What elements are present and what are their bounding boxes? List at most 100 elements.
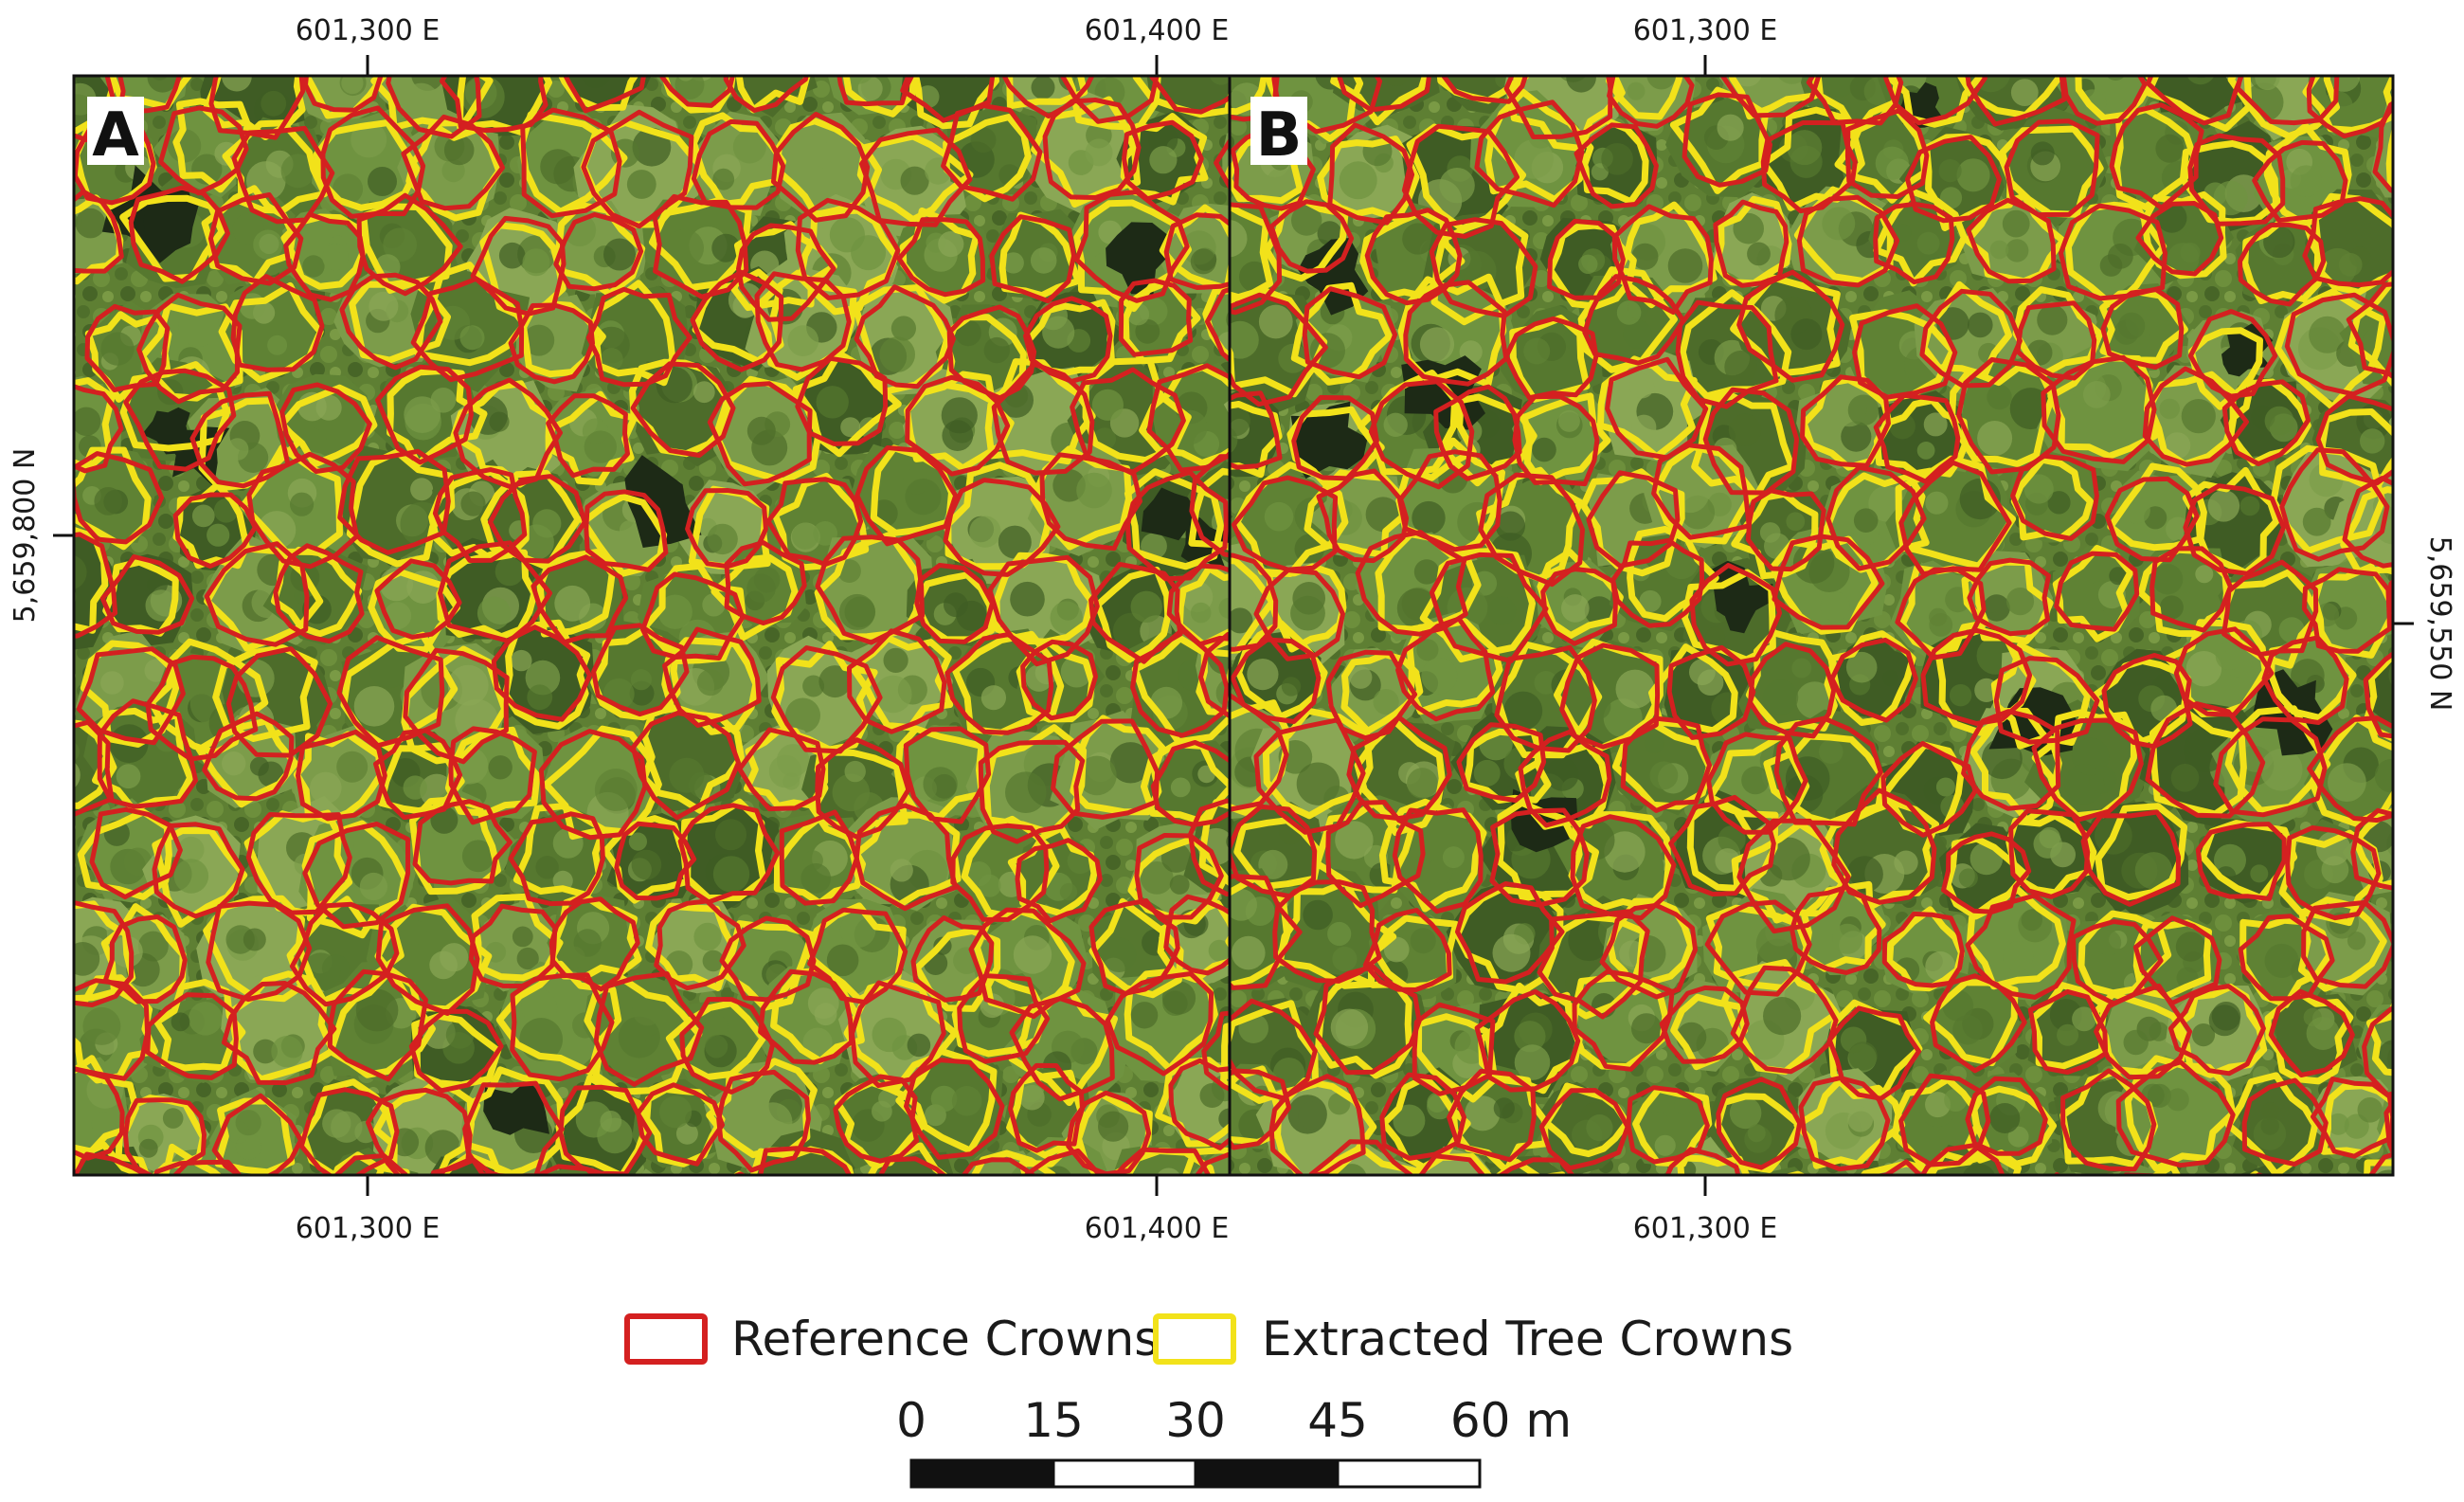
panel-b-crown-texture (1644, 733, 1664, 754)
panel-a-reference-crown (795, 355, 889, 446)
panel-a-crown-texture (178, 305, 220, 347)
panel-a-reference-crown (987, 554, 1100, 667)
panel-b-reference-crown (1748, 642, 1837, 739)
panel-b-crown-texture (2250, 864, 2269, 883)
panel-a-crown-texture (82, 1006, 121, 1045)
panel-b-reference-crown (1395, 616, 1496, 722)
panel-a-crown-texture (982, 1184, 1010, 1211)
panel-a-crown-texture (791, 522, 819, 550)
panel-a-crown-texture (447, 664, 489, 706)
panel-b-extracted-crown (2311, 192, 2393, 296)
panel-b-extracted-crown (1493, 641, 1603, 759)
panel-a-extracted-crown (377, 742, 465, 815)
panel-b-reference-crown (1221, 1184, 1310, 1271)
panel-b-extracted-crown (1576, 117, 1649, 206)
panel-b-reference-crown (1441, 76, 1528, 104)
panel-b-reference-crown (2383, 1098, 2393, 1159)
panel-b-crown-texture (2408, 396, 2440, 428)
panel-b-reference-crown (2221, 559, 2319, 658)
panel-b-reference-crown (2173, 626, 2275, 717)
panel-b-crown-texture (1674, 1095, 1693, 1115)
panel-b-crown-texture (1958, 868, 1978, 888)
panel-a-crown-texture (75, 208, 106, 239)
panel-a-extracted-crown (428, 468, 530, 562)
panel-a-extracted-crown (313, 119, 421, 211)
panel-a-reference-crown (462, 1080, 565, 1175)
panel-b-crown-texture (1795, 681, 1834, 719)
panel-b-extracted-crown (2320, 1082, 2393, 1157)
panel-b-crown-texture (2038, 1202, 2059, 1222)
panel-b-extracted-crown (2445, 810, 2464, 897)
panel-a-extracted-crown (692, 268, 784, 365)
panel-a-crown-texture (628, 1196, 656, 1223)
panel-a-crown-texture (872, 1017, 907, 1053)
panel-b-crown-texture (2283, 1225, 2311, 1253)
panel-a-reference-crown (1166, 563, 1230, 647)
panel-b-reference-crown (1881, 911, 1965, 988)
panel-b-crown-texture (2406, 410, 2433, 437)
panel-a-crown-texture (359, 872, 387, 901)
panel-a-reference-crown (716, 1069, 811, 1173)
panel-a-reference-crown (189, 390, 291, 489)
panel-a-crown-texture (74, 555, 87, 589)
panel-b-crown-texture (1968, 312, 1993, 338)
panel-b-crown-texture (2338, 253, 2363, 277)
panel-b-reference-crown (2342, 476, 2393, 569)
panel-b-reference-crown (2252, 1172, 2268, 1175)
panel-a-canopy-gap (483, 1079, 549, 1135)
panel-a-extracted-crown (1075, 1090, 1153, 1175)
panel-a-crown-texture (280, 154, 315, 189)
panel-a-crown-texture (290, 492, 315, 516)
panel-b-extracted-crown (1648, 643, 1738, 734)
panel-b-crown-texture (2311, 1216, 2335, 1240)
panel-a-reference-crown (1105, 971, 1214, 1077)
panel-a-crown-texture (77, 1182, 106, 1211)
panel-a-reference-crown (1201, 1010, 1230, 1093)
panel-a-reference-crown (771, 112, 871, 223)
panel-a-crown-texture (805, 1183, 828, 1205)
panel-b-extracted-crown (2227, 76, 2340, 140)
panel-a-crown-texture (567, 1225, 593, 1251)
panel-b-reference-crown (1355, 530, 1468, 637)
panel-b-crown-texture (1545, 757, 1579, 791)
panel-b-reference-crown (1537, 909, 1650, 1020)
panel-a-reference-crown (779, 809, 859, 906)
panel-b-extracted-crown (1436, 76, 1521, 104)
panel-a-reference-crown (854, 284, 956, 389)
panel-a-crown-texture (632, 995, 663, 1026)
panel-b-reference-crown (1253, 717, 1366, 835)
panel-a-crown-texture (460, 491, 486, 516)
panel-a-reference-crown (1300, 1170, 1394, 1256)
panel-b-reference-crown (2451, 1183, 2464, 1278)
panel-b-crown-texture (2030, 141, 2055, 166)
panel-b-reference-crown (1230, 693, 1289, 812)
panel-b-crown-texture (1557, 409, 1580, 432)
panel-b-crown-texture (2291, 659, 2325, 693)
panel-a-crown-texture (302, 255, 325, 278)
panel-a-crown-texture (938, 231, 964, 258)
panel-a-crown-texture (823, 136, 853, 165)
panel-a-extracted-crown (849, 634, 954, 732)
panel-b-crown-texture (2420, 77, 2455, 111)
panel-b-reference-crown (2149, 546, 2233, 633)
panel-b-crown-texture (2443, 251, 2464, 291)
panel-a-reference-crown (145, 992, 239, 1080)
panel-b-crown-texture (2003, 941, 2034, 972)
panel-a-crown-texture (512, 926, 533, 948)
panel-a-crown-texture (1218, 1108, 1230, 1131)
panel-b-reference-crown (1826, 1005, 1921, 1101)
panel-b-crown-texture (1230, 607, 1253, 634)
panel-b-crown-texture (1649, 761, 1679, 790)
panel-b-extracted-crown (1397, 273, 1507, 388)
panel-b-reference-crown (1800, 374, 1891, 468)
panel-a-crown-texture (712, 168, 735, 190)
panel-a-reference-crown (273, 543, 365, 644)
panel-b-reference-crown (1772, 534, 1885, 630)
panel-b-reference-crown (1920, 627, 2033, 726)
panel-a-crown-texture (355, 988, 399, 1032)
panel-b-crown-texture (2202, 42, 2233, 73)
panel-b-crown-texture (1340, 1203, 1369, 1232)
panel-b-crown-texture (1615, 669, 1655, 709)
panel-b-reference-crown (1455, 881, 1565, 985)
panel-b-extracted-crown (2401, 1085, 2464, 1185)
